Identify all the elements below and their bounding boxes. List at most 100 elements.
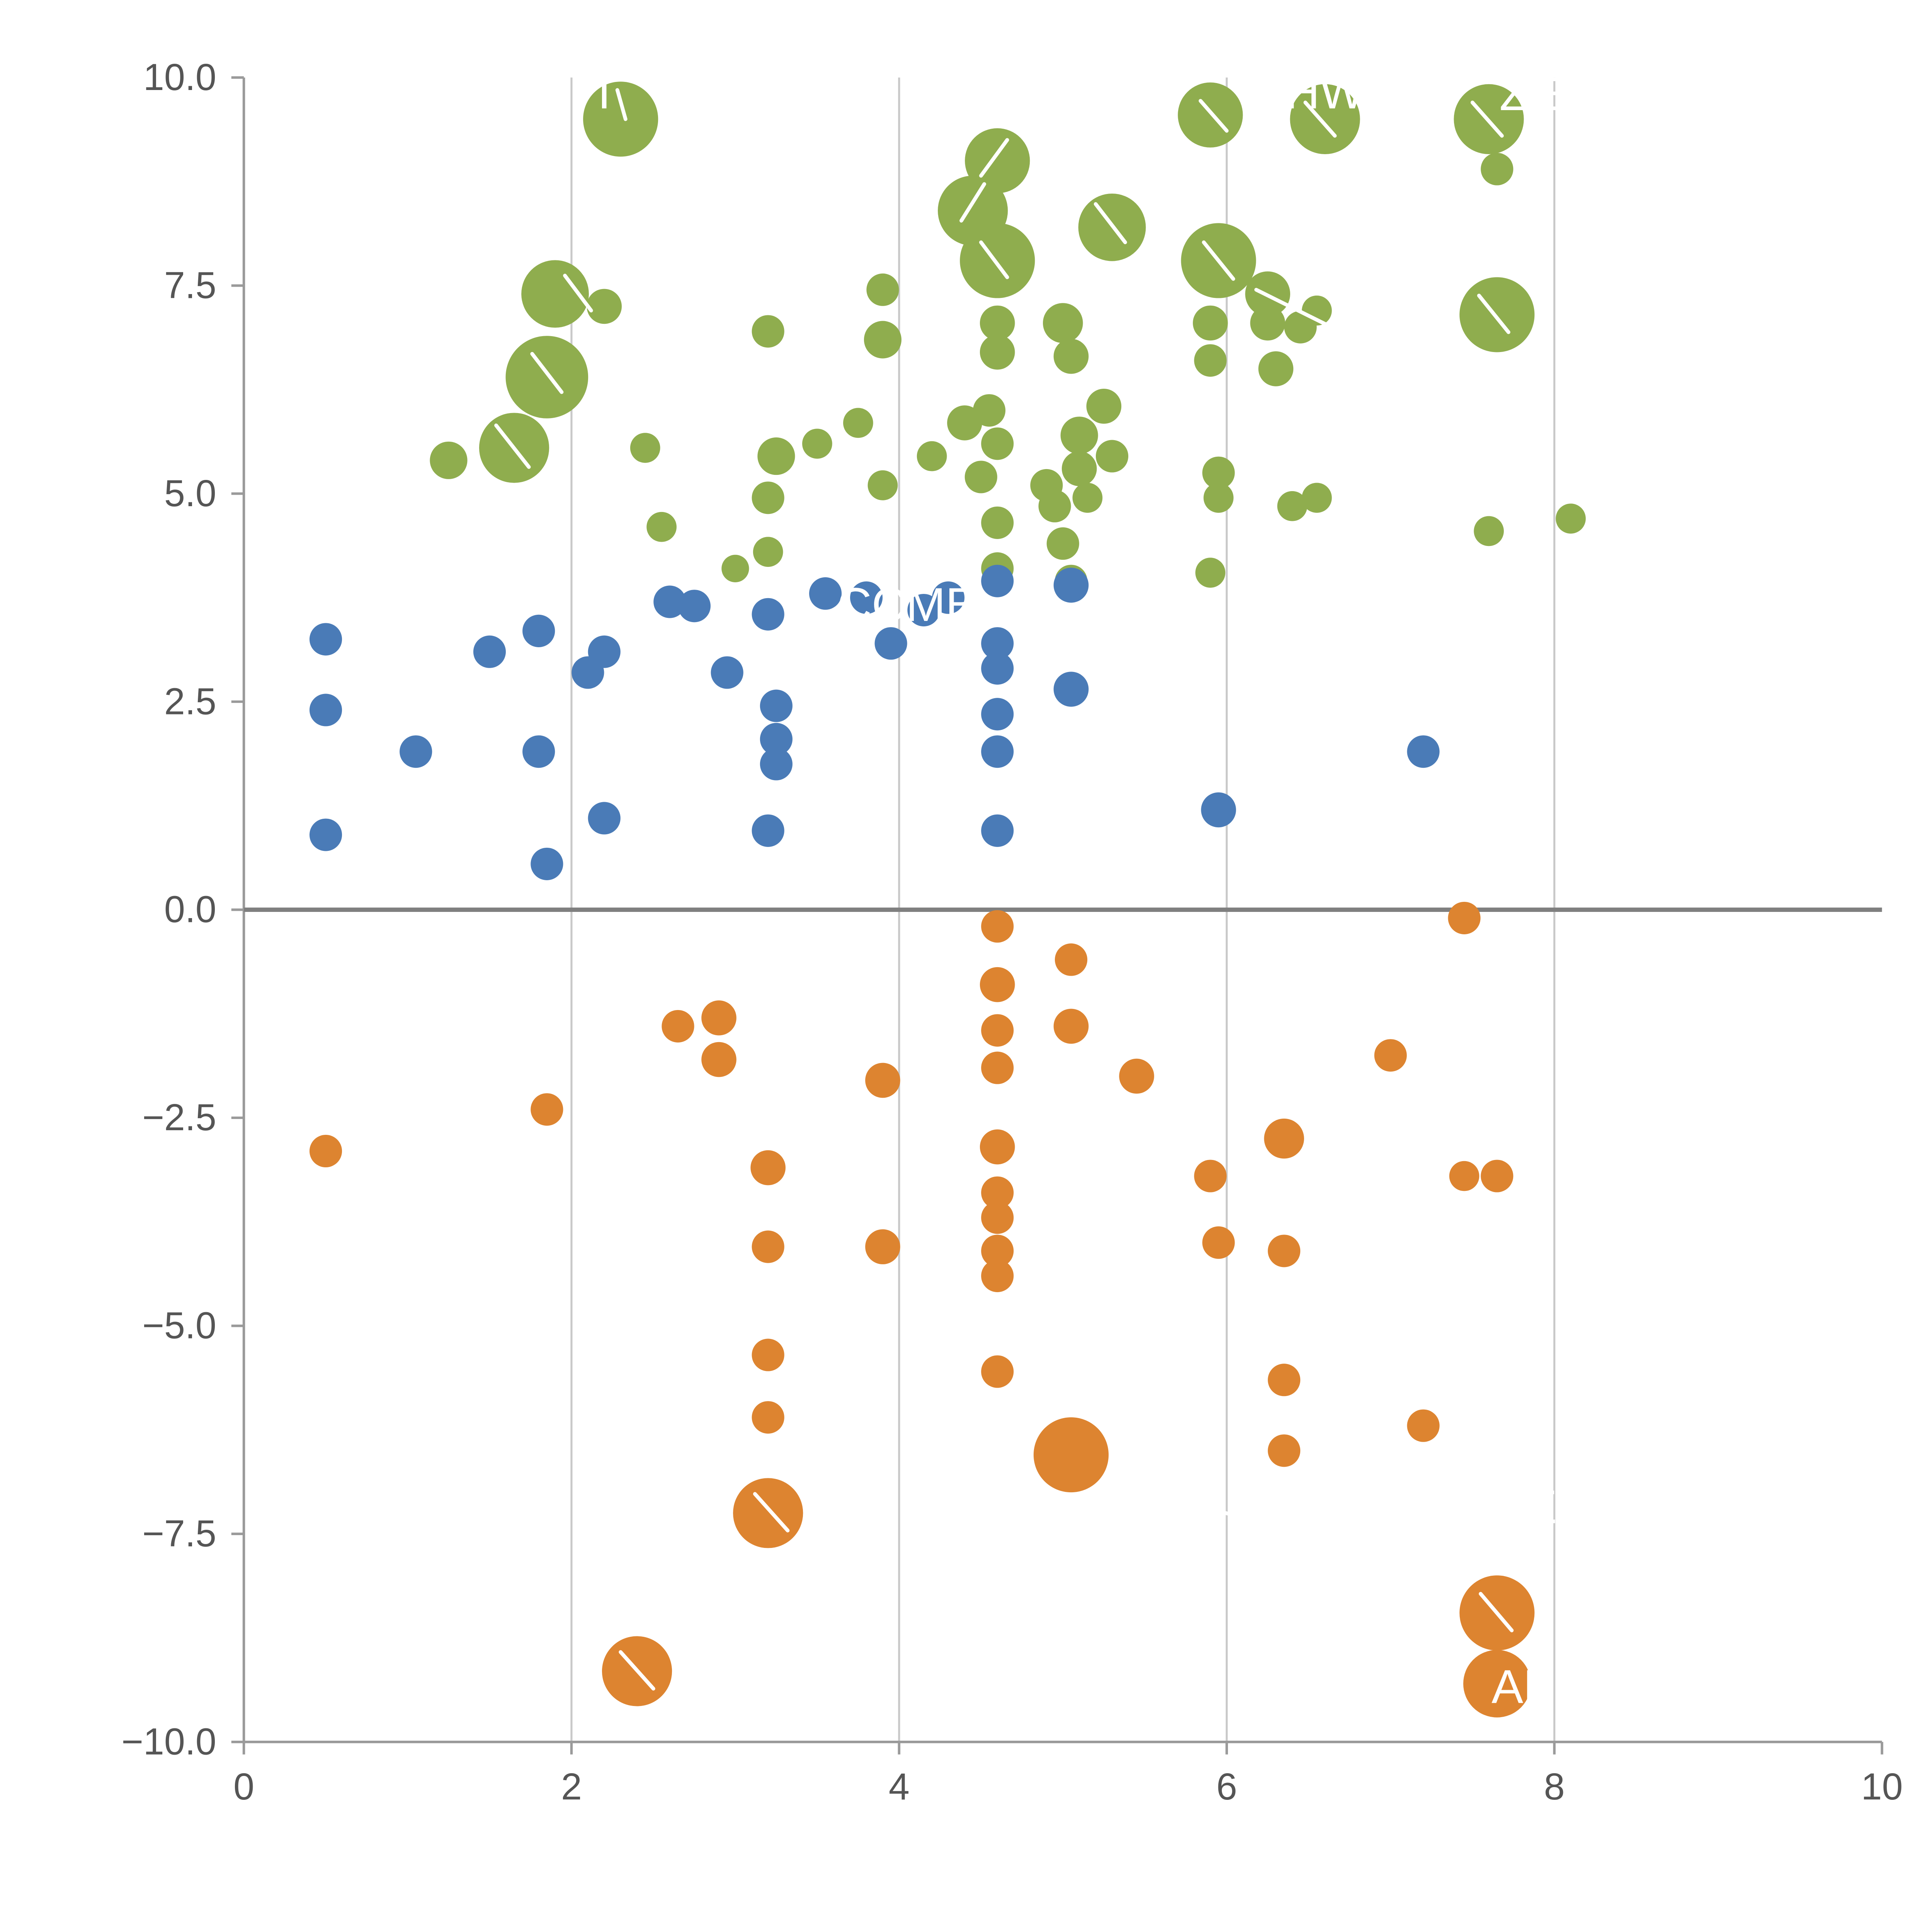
data-point-blue-group <box>522 614 555 647</box>
data-point-green-group <box>866 273 899 306</box>
data-point-orange-group <box>1268 1434 1301 1467</box>
data-point-green-group <box>1060 417 1098 454</box>
data-point-green-group <box>1302 483 1332 513</box>
data-point-green-group <box>583 82 658 157</box>
data-point-orange-group <box>1194 1160 1227 1192</box>
data-point-orange-group <box>701 1042 736 1077</box>
data-point-blue-group <box>981 627 1014 660</box>
data-point-orange-group <box>980 1129 1015 1165</box>
data-point-orange-group <box>1033 1417 1109 1493</box>
data-point-green-group <box>1258 351 1294 386</box>
x-tick-label: 2 <box>561 1765 582 1808</box>
data-point-orange-group <box>1268 1235 1301 1267</box>
annotation-leader-line <box>530 352 564 394</box>
data-point-blue-group <box>473 635 506 668</box>
data-point-green-group <box>960 223 1035 298</box>
data-point-orange-group <box>980 967 1015 1002</box>
data-point-blue-group <box>678 590 711 622</box>
data-point-blue-group <box>809 577 842 610</box>
data-point-orange-group <box>981 1014 1014 1047</box>
data-point-green-group <box>1459 277 1535 352</box>
annotation-label: E <box>1526 1481 1557 1534</box>
data-point-blue-group <box>752 598 784 631</box>
data-point-blue-group <box>309 623 342 656</box>
annotation-leader-line <box>619 1650 655 1691</box>
data-point-green-group <box>1195 558 1226 588</box>
annotation-label: I <box>598 66 611 119</box>
annotation-leader-line <box>1479 1592 1514 1633</box>
data-point-blue-group <box>752 814 784 847</box>
data-point-blue-group <box>981 565 1014 597</box>
annotation-leader-line <box>753 1492 790 1532</box>
data-point-blue-group <box>400 735 432 768</box>
annotation-label: HW <box>1286 66 1365 119</box>
data-point-orange-group <box>733 1478 803 1548</box>
annotation-leader-line <box>1470 100 1504 138</box>
data-point-blue-group <box>760 689 793 722</box>
data-point-orange-group <box>1268 1364 1301 1396</box>
data-point-blue-group <box>531 847 563 880</box>
data-point-green-group <box>917 441 947 471</box>
data-point-green-group <box>1250 305 1286 341</box>
y-tick-label: −5.0 <box>142 1304 216 1347</box>
data-point-green-group <box>1556 503 1586 534</box>
data-point-orange-group <box>981 1176 1014 1209</box>
data-point-green-group <box>1043 303 1083 343</box>
data-point-orange-group <box>531 1093 563 1126</box>
y-tick-label: −2.5 <box>142 1096 216 1138</box>
y-tick-label: 2.5 <box>164 680 216 722</box>
data-point-green-group <box>981 506 1014 539</box>
data-point-green-group <box>587 289 622 324</box>
data-point-orange-group <box>1374 1039 1407 1072</box>
data-point-green-group <box>1290 84 1360 154</box>
data-point-green-group <box>1474 516 1504 546</box>
data-point-blue-group <box>309 818 342 851</box>
data-point-green-group <box>630 433 660 463</box>
x-tick-label: 4 <box>889 1765 910 1808</box>
data-point-green-group <box>980 305 1015 341</box>
data-point-green-group <box>757 437 795 475</box>
data-point-green-group <box>843 408 873 438</box>
data-point-orange-group <box>981 1051 1014 1084</box>
y-tick-label: 10.0 <box>143 56 216 98</box>
data-point-orange-group <box>750 1150 786 1185</box>
annotation-leader-line <box>979 240 1009 279</box>
data-point-orange-group <box>752 1338 784 1371</box>
data-point-blue-group <box>850 581 883 614</box>
data-point-orange-group <box>865 1063 900 1098</box>
y-tick-label: 7.5 <box>164 264 216 306</box>
data-point-blue-group <box>981 814 1014 847</box>
data-point-orange-group <box>1481 1160 1514 1192</box>
data-point-green-group <box>1086 389 1122 424</box>
data-point-green-group <box>867 470 898 500</box>
data-point-green-group <box>1203 483 1234 513</box>
data-point-green-group <box>1053 338 1089 374</box>
annotation-label: ZE <box>1499 68 1560 121</box>
data-point-orange-group <box>1463 1650 1531 1718</box>
annotation-leader-line <box>494 423 531 469</box>
data-point-green-group <box>1481 153 1514 185</box>
annotation-leader-line <box>615 88 628 121</box>
annotation-leader-line <box>1477 294 1510 334</box>
data-point-green-group <box>753 537 783 567</box>
data-point-orange-group <box>865 1229 900 1264</box>
data-point-orange-group <box>981 910 1014 943</box>
data-point-green-group <box>802 429 832 459</box>
annotation-label: CCMB <box>837 578 977 631</box>
data-point-green-group <box>752 481 784 514</box>
data-point-orange-group <box>981 1235 1014 1267</box>
data-point-blue-group <box>1053 672 1089 707</box>
data-point-green-group <box>505 336 588 418</box>
annotation-leader-line <box>1094 202 1127 244</box>
data-point-orange-group <box>1053 1009 1089 1044</box>
data-point-green-group <box>973 394 1006 427</box>
data-point-blue-group <box>1201 792 1236 828</box>
x-tick-label: 0 <box>233 1765 254 1808</box>
data-point-orange-group <box>981 1355 1014 1388</box>
data-point-green-group <box>1202 456 1235 489</box>
data-point-blue-group <box>981 698 1014 731</box>
data-point-blue-group <box>874 627 907 660</box>
data-point-green-group <box>1061 451 1097 486</box>
